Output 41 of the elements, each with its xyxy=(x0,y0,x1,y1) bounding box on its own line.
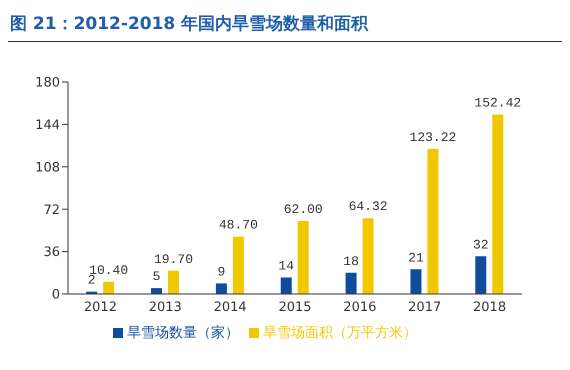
x-tick-label: 2013 xyxy=(148,300,182,316)
bar xyxy=(492,114,504,294)
bar xyxy=(168,270,180,294)
data-label: 123.22 xyxy=(410,130,456,145)
x-tick-label: 2016 xyxy=(343,300,376,316)
y-tick-label: 36 xyxy=(43,245,60,260)
data-label: 9 xyxy=(217,264,226,280)
x-tick-label: 2012 xyxy=(84,300,117,316)
data-label: 21 xyxy=(408,250,424,266)
y-tick-label: 72 xyxy=(43,202,60,218)
y-tick-label: 0 xyxy=(52,288,60,303)
bar xyxy=(280,278,292,294)
bar xyxy=(151,288,162,294)
y-tick-label: 144 xyxy=(35,118,60,134)
x-tick-label: 2015 xyxy=(278,300,312,316)
bar xyxy=(103,282,114,294)
bar xyxy=(216,283,227,294)
data-label: 19.70 xyxy=(154,252,194,267)
data-label: 32 xyxy=(473,237,489,252)
y-tick-label: 180 xyxy=(35,76,60,91)
x-tick-label: 2017 xyxy=(408,300,442,316)
x-tick-label: 2018 xyxy=(473,300,506,316)
chart-title: 图 21：2012-2018 年国内旱雪场数量和面积 xyxy=(8,8,562,42)
bar xyxy=(362,218,374,294)
data-label: 18 xyxy=(343,254,359,269)
data-label: 64.32 xyxy=(348,199,388,214)
bar xyxy=(475,256,486,294)
bar xyxy=(232,236,244,294)
bar xyxy=(410,269,422,294)
data-label: 48.70 xyxy=(218,218,258,233)
bar xyxy=(298,220,309,294)
bar xyxy=(346,272,357,294)
data-label: 152.42 xyxy=(474,95,522,110)
y-tick-label: 108 xyxy=(35,160,60,176)
data-label: 62.00 xyxy=(284,202,323,217)
legend-label: 旱雪场面积（万平方米） xyxy=(263,325,417,341)
x-tick-label: 2014 xyxy=(214,300,247,316)
legend-label: 旱雪场数量（家） xyxy=(127,325,239,341)
bar xyxy=(427,148,438,294)
data-label: 14 xyxy=(278,258,294,274)
data-label: 5 xyxy=(152,269,160,284)
